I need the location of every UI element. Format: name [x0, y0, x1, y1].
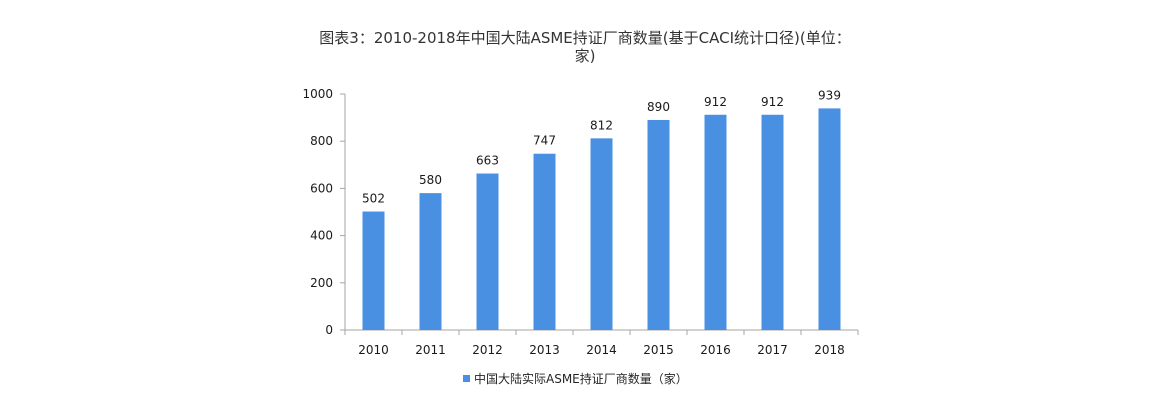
y-tick-label: 1000 — [302, 87, 333, 101]
y-axis: 0 200 400 600 800 1000 — [302, 87, 346, 337]
y-tick-label: 400 — [310, 229, 333, 243]
x-tick-label: 2011 — [415, 343, 446, 357]
data-label: 912 — [761, 95, 784, 109]
data-label: 912 — [704, 95, 727, 109]
bar-2016 — [704, 114, 727, 330]
data-labels: 502 580 663 747 812 890 912 912 939 — [362, 88, 841, 205]
x-tick-label: 2013 — [529, 343, 560, 357]
bar-2018 — [818, 108, 841, 331]
bar-2017 — [761, 114, 784, 330]
bar-2013 — [533, 153, 556, 330]
bar-2011 — [419, 193, 442, 330]
chart-title: 图表3：2010-2018年中国大陆ASME持证厂商数量(基于CACI统计口径)… — [319, 29, 851, 65]
data-label: 580 — [419, 173, 442, 187]
bar-2012 — [476, 173, 499, 330]
legend-swatch — [463, 375, 470, 382]
y-tick-label: 200 — [310, 276, 333, 290]
x-tick-label: 2015 — [643, 343, 674, 357]
data-label: 812 — [590, 118, 613, 132]
data-label: 890 — [647, 100, 670, 114]
x-tick-label: 2014 — [586, 343, 617, 357]
bar-series — [362, 108, 841, 331]
y-tick-label: 800 — [310, 134, 333, 148]
x-tick-label: 2018 — [814, 343, 845, 357]
bar-2014 — [590, 138, 613, 330]
y-tick-label: 600 — [310, 181, 333, 195]
x-tick-label: 2016 — [700, 343, 731, 357]
data-label: 502 — [362, 192, 385, 206]
bar-2015 — [647, 119, 670, 331]
legend-label: 中国大陆实际ASME持证厂商数量（家） — [474, 372, 688, 386]
x-axis: 2010 2011 2012 2013 2014 2015 2016 2017 2018 — [344, 329, 859, 357]
bar-2010 — [362, 211, 385, 330]
data-label: 747 — [533, 134, 556, 148]
legend: 中国大陆实际ASME持证厂商数量（家） — [463, 370, 688, 387]
x-tick-label: 2010 — [358, 343, 389, 357]
x-tick-label: 2012 — [472, 343, 503, 357]
data-label: 663 — [476, 154, 499, 168]
data-label: 939 — [818, 88, 841, 102]
x-tick-label: 2017 — [757, 343, 788, 357]
y-tick-label: 0 — [325, 323, 333, 337]
